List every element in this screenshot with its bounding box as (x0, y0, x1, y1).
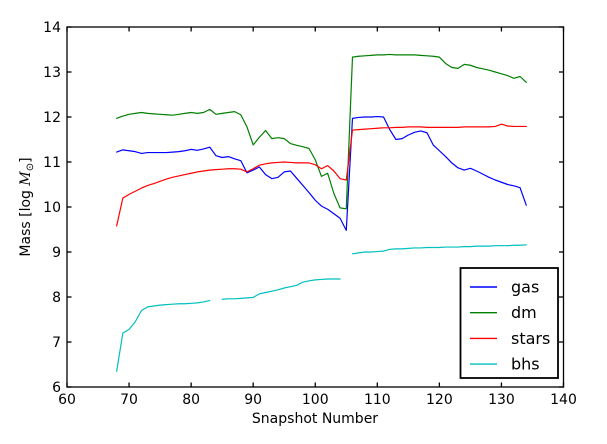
y-tick-label: 12 (43, 110, 61, 126)
y-tick-label: 14 (43, 20, 61, 36)
y-tick-label: 8 (52, 290, 61, 306)
x-tick-label: 90 (244, 392, 262, 408)
legend-label-bhs: bhs (511, 355, 540, 374)
legend-label-dm: dm (511, 303, 537, 322)
x-tick-label: 60 (58, 392, 76, 408)
series-lines (116, 53, 527, 372)
sun-subscript-icon: ⊙ (25, 163, 36, 171)
y-tick-label: 9 (52, 245, 61, 261)
x-tick-label: 80 (182, 392, 200, 408)
x-tick-label: 110 (364, 392, 391, 408)
x-tick-label: 130 (488, 392, 515, 408)
legend-box (459, 267, 559, 379)
series-bhs-line (351, 244, 527, 255)
series-gas-line (116, 115, 527, 231)
x-axis-label: Snapshot Number (252, 411, 378, 427)
y-tick-label: 10 (43, 200, 61, 216)
x-tick-label: 100 (302, 392, 329, 408)
series-bhs-line (221, 278, 341, 300)
y-axis-ticks: 6 7 8 9 10 11 12 13 14 (43, 20, 564, 396)
legend-label-gas: gas (511, 278, 539, 297)
x-tick-label: 120 (426, 392, 453, 408)
legend-label-stars: stars (511, 329, 550, 348)
y-tick-label: 13 (43, 65, 61, 81)
y-axis-label: Mass [log M⊙] (18, 157, 36, 256)
x-tick-label: 140 (550, 392, 577, 408)
legend: gas dm stars bhs (459, 267, 559, 379)
series-dm-line (116, 53, 527, 210)
x-tick-label: 70 (120, 392, 138, 408)
solar-mass-symbol: M (18, 171, 34, 187)
series-stars-line (116, 123, 527, 227)
series-bhs-line (116, 300, 211, 372)
y-tick-label: 6 (52, 380, 61, 396)
y-tick-label: 7 (52, 335, 61, 351)
x-axis-ticks: 60 70 80 90 100 110 120 130 140 (58, 27, 577, 408)
y-tick-label: 11 (43, 155, 61, 171)
